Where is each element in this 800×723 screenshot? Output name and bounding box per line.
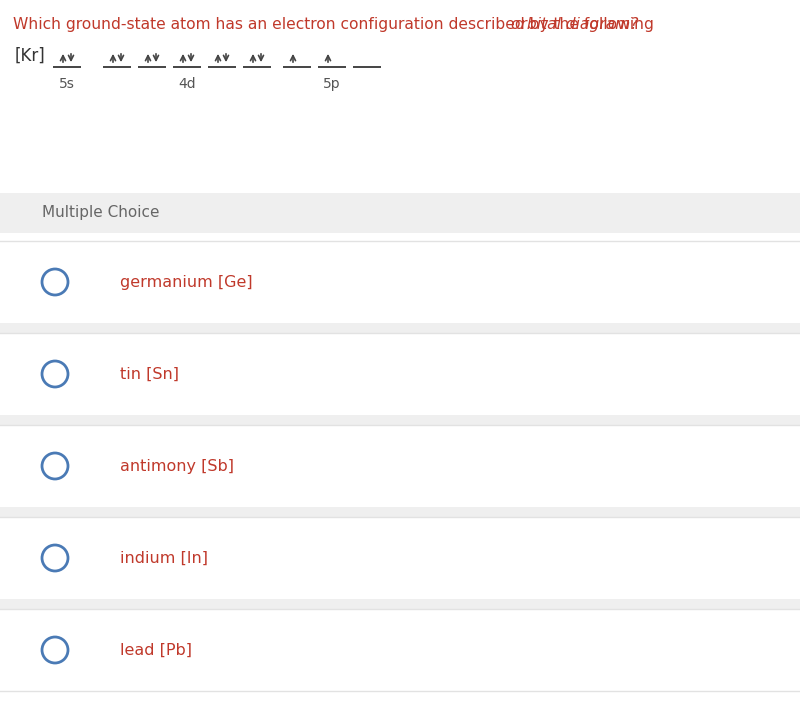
Text: tin [Sn]: tin [Sn] — [120, 367, 179, 382]
Bar — [0, 193, 800, 233]
Bar — [0, 241, 800, 323]
Text: Which ground-state atom has an electron configuration described by the following: Which ground-state atom has an electron … — [13, 17, 658, 32]
Text: Multiple Choice: Multiple Choice — [42, 205, 159, 221]
Text: 5s: 5s — [59, 77, 75, 91]
Text: antimony [Sb]: antimony [Sb] — [120, 458, 234, 474]
Bar — [0, 333, 800, 415]
Text: 5p: 5p — [323, 77, 341, 91]
Bar — [0, 241, 800, 691]
Text: lead [Pb]: lead [Pb] — [120, 643, 192, 657]
Bar — [0, 517, 800, 599]
Text: [Kr]: [Kr] — [15, 47, 46, 65]
Text: orbital diagram?: orbital diagram? — [511, 17, 638, 32]
Text: 4d: 4d — [178, 77, 196, 91]
Text: germanium [Ge]: germanium [Ge] — [120, 275, 253, 289]
Text: indium [In]: indium [In] — [120, 550, 208, 565]
Bar — [0, 425, 800, 507]
Bar — [0, 609, 800, 691]
